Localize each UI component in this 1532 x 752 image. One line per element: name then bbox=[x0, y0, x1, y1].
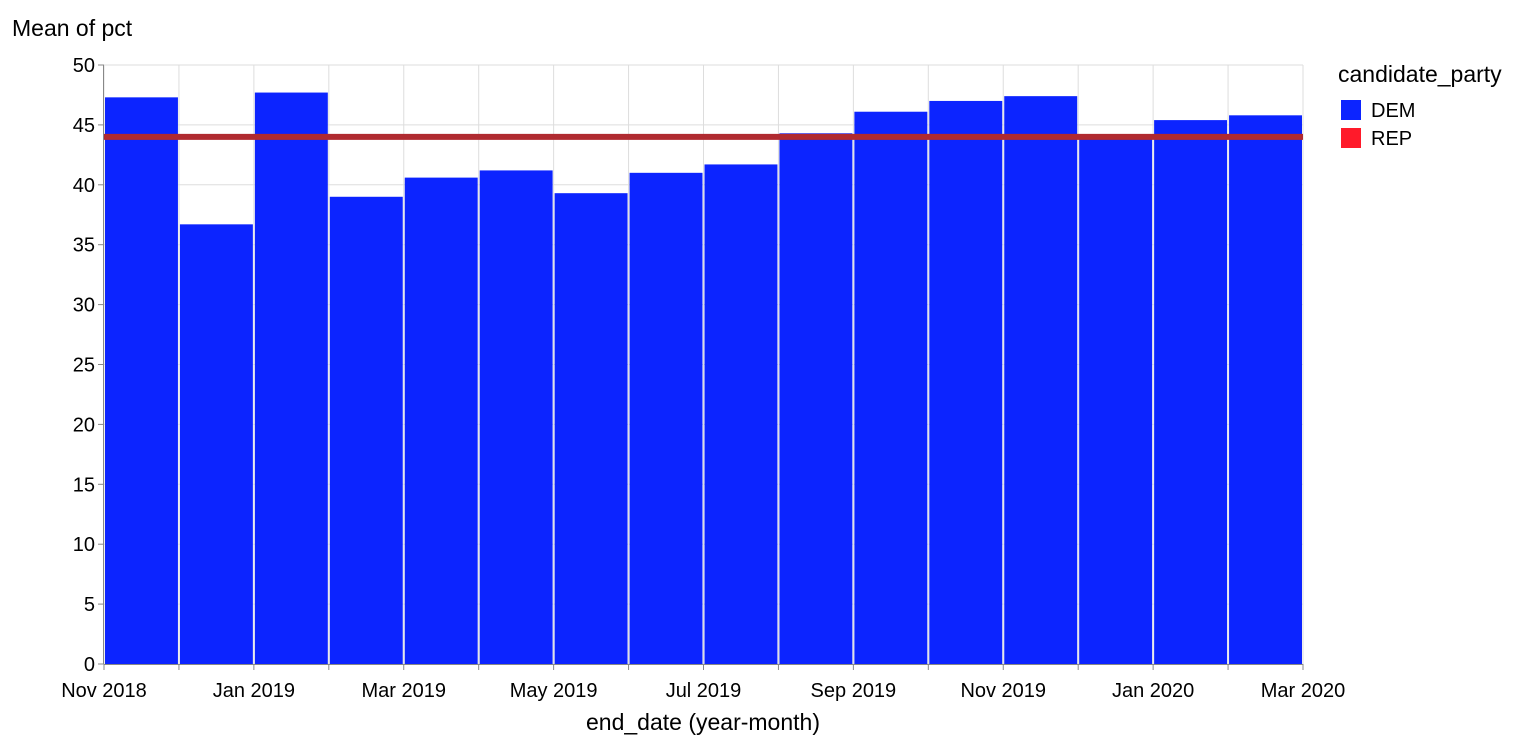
bar-dem-2019-03 bbox=[404, 177, 478, 664]
x-tick-label: Nov 2018 bbox=[61, 680, 147, 702]
x-tick-label: Mar 2019 bbox=[362, 680, 447, 702]
x-axis-title: end_date (year-month) bbox=[586, 709, 820, 735]
y-tick-label: 40 bbox=[73, 175, 95, 197]
y-tick-label: 15 bbox=[73, 474, 95, 496]
bar-dem-2019-08 bbox=[779, 133, 853, 664]
bar-dem-2019-07 bbox=[704, 164, 778, 664]
bar-dem-2019-04 bbox=[479, 170, 553, 664]
bar-dem-2020-01 bbox=[1154, 120, 1228, 664]
x-tick-label: Mar 2020 bbox=[1261, 680, 1346, 702]
bar-dem-2019-02 bbox=[329, 196, 403, 664]
y-tick-label: 5 bbox=[84, 594, 95, 616]
bar-dem-2018-11 bbox=[105, 97, 178, 664]
legend-title: candidate_party bbox=[1338, 61, 1502, 87]
y-tick-label: 45 bbox=[73, 115, 95, 137]
y-tick-label: 0 bbox=[84, 654, 95, 676]
bar-dem-2019-01 bbox=[254, 92, 328, 664]
bar-dem-2019-05 bbox=[554, 193, 628, 664]
bar-dem-2019-09 bbox=[854, 111, 928, 665]
legend-label-rep: REP bbox=[1371, 128, 1412, 150]
y-tick-label: 50 bbox=[73, 55, 95, 77]
bar-dem-2019-11 bbox=[1004, 96, 1078, 664]
legend-label-dem: DEM bbox=[1371, 100, 1415, 122]
x-tick-label: Jan 2020 bbox=[1112, 680, 1194, 702]
x-tick-label: Nov 2019 bbox=[960, 680, 1046, 702]
bar-dem-2019-06 bbox=[629, 172, 703, 664]
x-tick-label: Jan 2019 bbox=[213, 680, 295, 702]
bars bbox=[105, 92, 1302, 665]
y-tick-label: 30 bbox=[73, 295, 95, 317]
bar-dem-2019-12 bbox=[1079, 135, 1153, 664]
bar-dem-2019-10 bbox=[929, 100, 1003, 664]
y-tick-label: 35 bbox=[73, 235, 95, 257]
bar-dem-2020-02 bbox=[1229, 115, 1302, 665]
legend-swatch-dem bbox=[1341, 100, 1361, 120]
y-tick-label: 20 bbox=[73, 414, 95, 436]
y-tick-label: 10 bbox=[73, 534, 95, 556]
bar-dem-2018-12 bbox=[179, 224, 253, 665]
x-tick-label: Sep 2019 bbox=[811, 680, 897, 702]
legend: candidate_party DEM REP bbox=[1338, 61, 1502, 150]
y-axis-title: Mean of pct bbox=[12, 15, 133, 41]
x-tick-label: Jul 2019 bbox=[666, 680, 742, 702]
x-tick-label: May 2019 bbox=[510, 680, 598, 702]
axes: 0 5 10 15 20 25 30 35 40 45 50 Nov 2018 Jan 2019 Mar … bbox=[61, 55, 1345, 702]
legend-swatch-rep bbox=[1341, 128, 1361, 148]
y-tick-label: 25 bbox=[73, 355, 95, 377]
